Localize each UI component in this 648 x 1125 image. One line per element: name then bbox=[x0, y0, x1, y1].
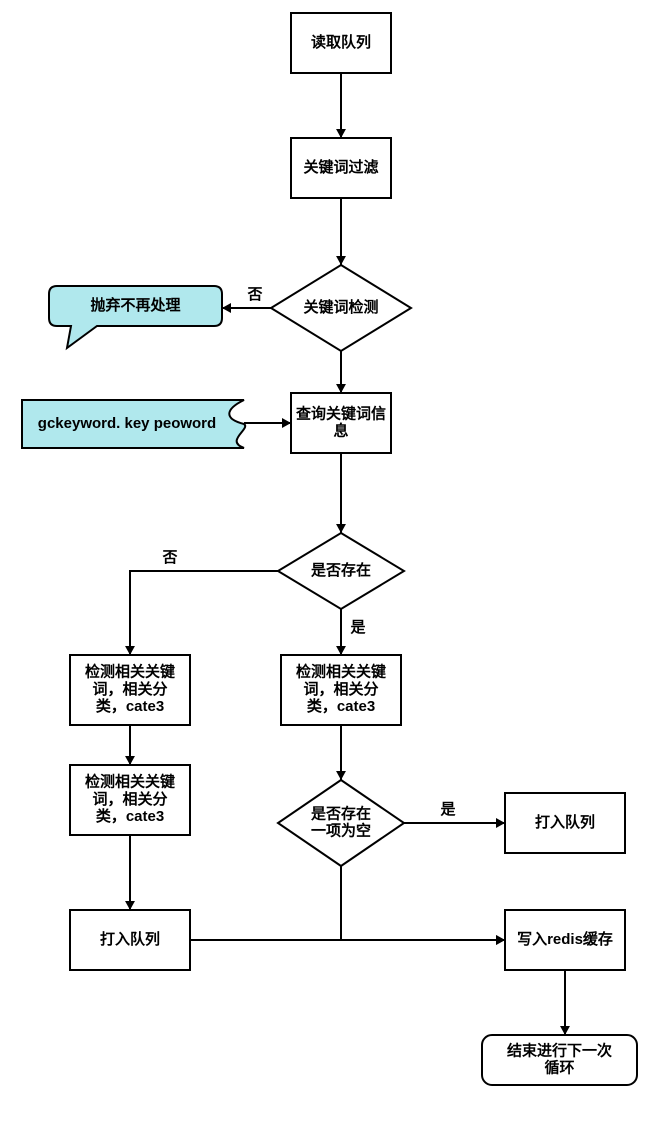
node-enqueue_left-text: 打入队列 bbox=[100, 930, 160, 948]
arrowhead bbox=[336, 771, 346, 780]
edge-6-label: 是 bbox=[349, 619, 366, 636]
arrowhead bbox=[336, 129, 346, 138]
node-any_empty-text: 一项为空 bbox=[311, 822, 371, 840]
arrowhead bbox=[282, 418, 291, 428]
node-check_right-text: 类，cate3 bbox=[307, 697, 375, 715]
node-check_left_2-text: 词，相关分 bbox=[92, 790, 167, 808]
arrowhead bbox=[222, 303, 231, 313]
edge-11-label: 是 bbox=[439, 801, 456, 818]
node-end_loop-text: 循环 bbox=[544, 1059, 574, 1077]
node-discard-text: 抛弃不再处理 bbox=[90, 296, 180, 314]
node-filter-text: 关键词过滤 bbox=[303, 158, 378, 176]
arrowhead bbox=[336, 524, 346, 533]
arrowhead bbox=[125, 646, 135, 655]
node-detect-text: 关键词检测 bbox=[303, 298, 378, 316]
arrowhead bbox=[560, 1026, 570, 1035]
arrowhead bbox=[336, 256, 346, 265]
edge-12 bbox=[341, 866, 505, 940]
edge-7-label: 否 bbox=[161, 549, 177, 566]
node-check_left_1-text: 检测相关关键 bbox=[85, 663, 175, 681]
edge-3-label: 否 bbox=[246, 286, 262, 303]
node-exist-text: 是否存在 bbox=[310, 561, 371, 579]
arrowhead bbox=[496, 818, 505, 828]
node-query-text: 查询关键词信 bbox=[296, 404, 386, 422]
node-read_queue-text: 读取队列 bbox=[311, 33, 371, 51]
arrowhead bbox=[125, 756, 135, 765]
node-check_left_1-text: 词，相关分 bbox=[92, 680, 167, 698]
arrowhead bbox=[125, 901, 135, 910]
node-write_redis-text: 写入redis缓存 bbox=[517, 930, 613, 948]
node-query-text: 息 bbox=[333, 422, 348, 440]
node-check_left_2-text: 类，cate3 bbox=[96, 807, 164, 825]
node-any_empty-text: 是否存在 bbox=[310, 804, 371, 822]
node-enqueue_right-text: 打入队列 bbox=[535, 813, 595, 831]
node-end_loop-text: 结束进行下一次 bbox=[507, 1041, 612, 1059]
node-check_right-text: 词，相关分 bbox=[303, 680, 378, 698]
arrowhead bbox=[336, 646, 346, 655]
arrowhead bbox=[496, 935, 505, 945]
arrowhead bbox=[336, 384, 346, 393]
node-check_right-text: 检测相关关键 bbox=[296, 663, 386, 681]
node-discard-callout bbox=[49, 286, 222, 348]
edge-7 bbox=[130, 571, 278, 655]
node-gckeyword-text: gckeyword. key peoword bbox=[38, 415, 216, 432]
node-check_left_2-text: 检测相关关键 bbox=[85, 773, 175, 791]
node-check_left_1-text: 类，cate3 bbox=[96, 697, 164, 715]
